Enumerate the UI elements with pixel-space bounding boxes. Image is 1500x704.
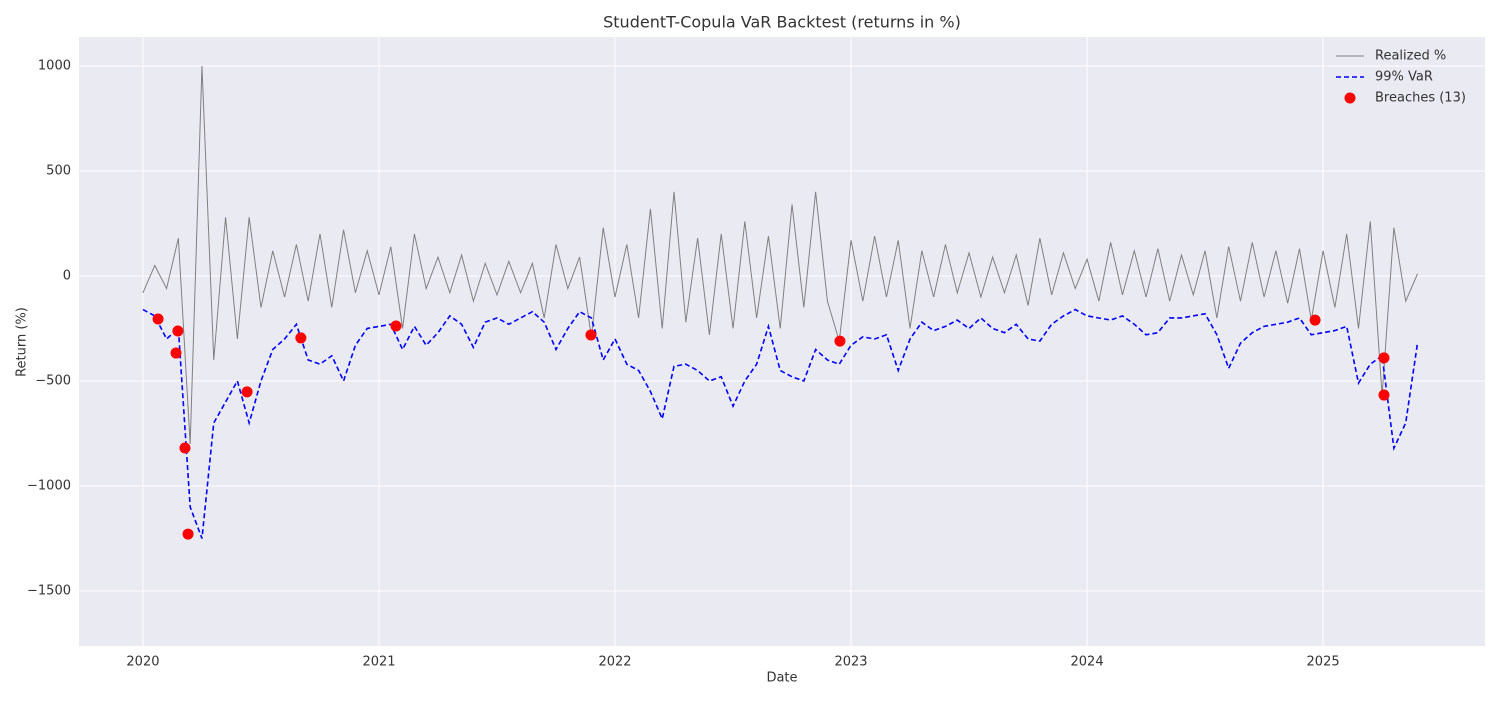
legend-label: Breaches (13) [1375, 91, 1466, 106]
breach-point [179, 442, 191, 454]
breach-point [1378, 389, 1390, 401]
legend: Realized % 99% VaR Breaches (13) [1336, 49, 1466, 106]
marks [142, 65, 1419, 540]
breach-point [170, 347, 182, 359]
y-tick-label: −1500 [27, 583, 71, 598]
legend-label: Realized % [1375, 49, 1446, 64]
x-tick-label: 2024 [1071, 655, 1104, 670]
breach-point [390, 320, 402, 332]
breach-point [241, 386, 253, 398]
line-series [142, 308, 1419, 539]
y-tick-label: 1000 [38, 58, 71, 73]
chart-title: StudentT-Copula VaR Backtest (returns in… [603, 13, 961, 32]
legend-label: 99% VaR [1375, 70, 1433, 85]
grid [79, 37, 1485, 646]
breach-point [585, 329, 597, 341]
y-tick-label: 0 [63, 268, 71, 283]
y-axis-label: Return (%) [15, 307, 30, 377]
y-tick-label: −1000 [27, 478, 71, 493]
breach-point [295, 332, 307, 344]
line-series [142, 65, 1418, 445]
breach-point [182, 528, 194, 540]
x-tick-label: 2021 [362, 655, 395, 670]
x-axis-label: Date [766, 671, 797, 686]
breach-point [152, 313, 164, 325]
x-tick-label: 2022 [598, 655, 631, 670]
x-tick-label: 2025 [1307, 655, 1340, 670]
plot-area [79, 37, 1485, 646]
x-tick-label: 2023 [834, 655, 867, 670]
breach-point [1309, 314, 1321, 326]
breach-point [1378, 352, 1390, 364]
y-tick-label: 500 [46, 163, 71, 178]
breach-point [834, 335, 846, 347]
legend-marker [1344, 92, 1356, 104]
breach-point [172, 325, 184, 337]
x-tick-label: 2020 [126, 655, 159, 670]
y-tick-label: −500 [35, 373, 71, 388]
